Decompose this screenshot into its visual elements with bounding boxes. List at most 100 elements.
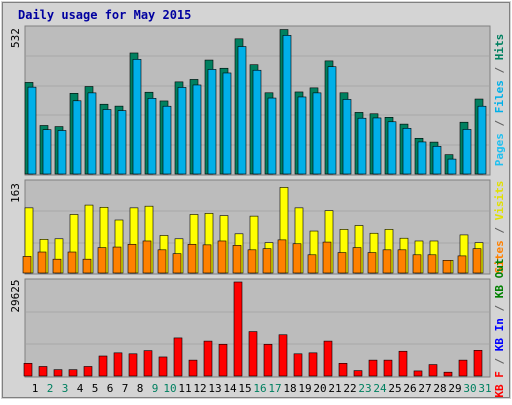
- sites-bar: [52, 258, 62, 274]
- sites-bar: [127, 243, 137, 274]
- files-bar: [252, 69, 262, 175]
- kbf-bar: [338, 363, 348, 377]
- x-tick-label: 10: [163, 382, 176, 395]
- x-tick-label: 29: [448, 382, 461, 395]
- files-bar: [117, 110, 127, 175]
- sites-bar: [397, 249, 407, 274]
- kbf-bar: [263, 343, 273, 377]
- files-bar: [447, 158, 457, 175]
- files-bar: [147, 98, 157, 175]
- sites-bar: [292, 243, 302, 274]
- files-bar: [222, 72, 232, 175]
- files-bar: [417, 141, 427, 175]
- legend-sep-2: /: [493, 60, 506, 80]
- x-tick-label: 7: [122, 382, 129, 395]
- legend-kbf: KB F: [493, 371, 506, 398]
- x-tick-label: 12: [193, 382, 206, 395]
- files-bar: [327, 66, 337, 175]
- x-tick-label: 2: [47, 382, 54, 395]
- kbf-bar: [473, 349, 483, 377]
- x-tick-label: 18: [283, 382, 296, 395]
- sites-bar: [97, 247, 107, 274]
- kbf-bar: [53, 369, 63, 377]
- kbf-bar: [188, 359, 198, 377]
- files-bar: [297, 96, 307, 175]
- sites-bar: [427, 254, 437, 274]
- sites-bar: [472, 248, 482, 274]
- files-bar: [177, 87, 187, 175]
- files-bar: [192, 84, 202, 175]
- x-tick-label: 31: [478, 382, 491, 395]
- sites-bar: [322, 241, 332, 274]
- legend-hits: Hits: [493, 34, 506, 61]
- top-y-tick-label: 532: [9, 28, 22, 48]
- bottom-legend: KB F / KB In / KB Out: [493, 258, 506, 397]
- x-axis-labels: 1 2 3 4 5 6 7 8 9 10 11 12 13 14 15 16 17 18 19 20 21 22 23 24 2…: [32, 382, 492, 395]
- files-bar: [72, 100, 82, 175]
- kbf-bar: [38, 366, 48, 377]
- x-tick-label: 25: [388, 382, 401, 395]
- kbf-bar: [143, 350, 153, 377]
- sites-bar: [457, 255, 467, 274]
- middle-y-tick-label: 163: [9, 183, 22, 203]
- kbf-bar: [128, 353, 138, 377]
- x-tick-label: 15: [238, 382, 251, 395]
- legend-sep-4: /: [493, 351, 506, 371]
- x-tick-label: 1: [32, 382, 39, 395]
- files-bar: [282, 35, 292, 175]
- kbf-bar: [443, 371, 453, 377]
- kbf-bar: [248, 331, 258, 377]
- kbf-bar: [23, 363, 33, 377]
- sites-bar: [442, 260, 452, 274]
- files-bar: [402, 128, 412, 175]
- x-tick-label: 16: [253, 382, 266, 395]
- x-tick-label: 21: [328, 382, 341, 395]
- chart-title: Daily usage for May 2015: [18, 8, 191, 22]
- sites-bar: [382, 249, 392, 274]
- x-tick-label: 13: [208, 382, 221, 395]
- legend-visits: Visits: [493, 181, 506, 221]
- sites-bar: [337, 252, 347, 274]
- sites-bar: [217, 240, 227, 274]
- sites-bar: [22, 256, 32, 274]
- files-bar: [207, 69, 217, 175]
- files-bar: [357, 117, 367, 175]
- x-tick-label: 23: [358, 382, 371, 395]
- sites-bar: [277, 239, 287, 274]
- x-tick-label: 4: [77, 382, 84, 395]
- sites-bar: [157, 249, 167, 274]
- legend-sep-3: /: [493, 220, 506, 240]
- kbf-bar: [413, 370, 423, 377]
- x-tick-label: 24: [373, 382, 387, 395]
- sites-bar: [172, 253, 182, 274]
- files-bar: [102, 109, 112, 175]
- legend-sep-5: /: [493, 298, 506, 318]
- kbf-bar: [293, 353, 303, 377]
- sites-bar: [112, 246, 122, 274]
- files-bar: [342, 99, 352, 175]
- sites-bar: [82, 258, 92, 274]
- files-bar: [372, 117, 382, 175]
- kbf-bar: [83, 366, 93, 377]
- kbf-bar: [113, 352, 123, 377]
- legend-kbout: KB Out: [493, 258, 506, 298]
- sites-bar: [37, 251, 47, 274]
- legend-pages: Pages: [493, 133, 506, 166]
- files-bar: [477, 105, 487, 175]
- sites-bar: [352, 247, 362, 274]
- files-bar: [387, 121, 397, 175]
- files-bar: [267, 97, 277, 175]
- legend-sep-1: /: [493, 113, 506, 133]
- middle-legend: Sites / Visits: [493, 181, 506, 274]
- files-bar: [87, 92, 97, 175]
- files-bar: [42, 129, 52, 175]
- x-tick-label: 27: [418, 382, 431, 395]
- sites-bar: [412, 254, 422, 274]
- bar-marks: [22, 29, 487, 377]
- sites-bar: [142, 240, 152, 274]
- kbf-bar: [428, 364, 438, 377]
- kbf-bar: [173, 337, 183, 377]
- sites-bar: [247, 249, 257, 274]
